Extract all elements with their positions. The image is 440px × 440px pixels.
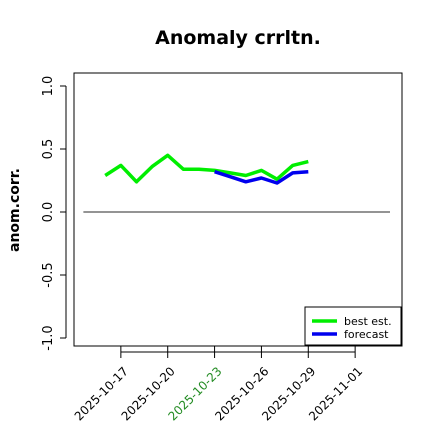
series-group <box>104 153 309 185</box>
plot-frame <box>73 72 403 347</box>
legend-label: best est. <box>344 315 392 328</box>
legend: best est.forecast <box>304 306 402 346</box>
series-line-best-est <box>104 153 309 184</box>
y-axis-label: anom.corr. <box>7 168 23 252</box>
series-line-forecast <box>214 169 309 185</box>
chart-title: Anomaly crrltn. <box>155 27 321 49</box>
legend-label: forecast <box>344 328 389 341</box>
y-tick-label: 1.0 <box>41 76 56 97</box>
y-tick-label: 0.0 <box>41 202 56 223</box>
legend-box <box>304 306 402 346</box>
x-axis: 2025-10-172025-10-202025-10-232025-10-26… <box>72 346 365 423</box>
y-tick-label: -0.5 <box>41 262 56 287</box>
y-axis: -1.0 -0.5 0.0 0.5 1.0 <box>41 76 67 351</box>
y-tick-label: -1.0 <box>41 325 56 350</box>
y-tick-label: 0.5 <box>41 139 56 160</box>
